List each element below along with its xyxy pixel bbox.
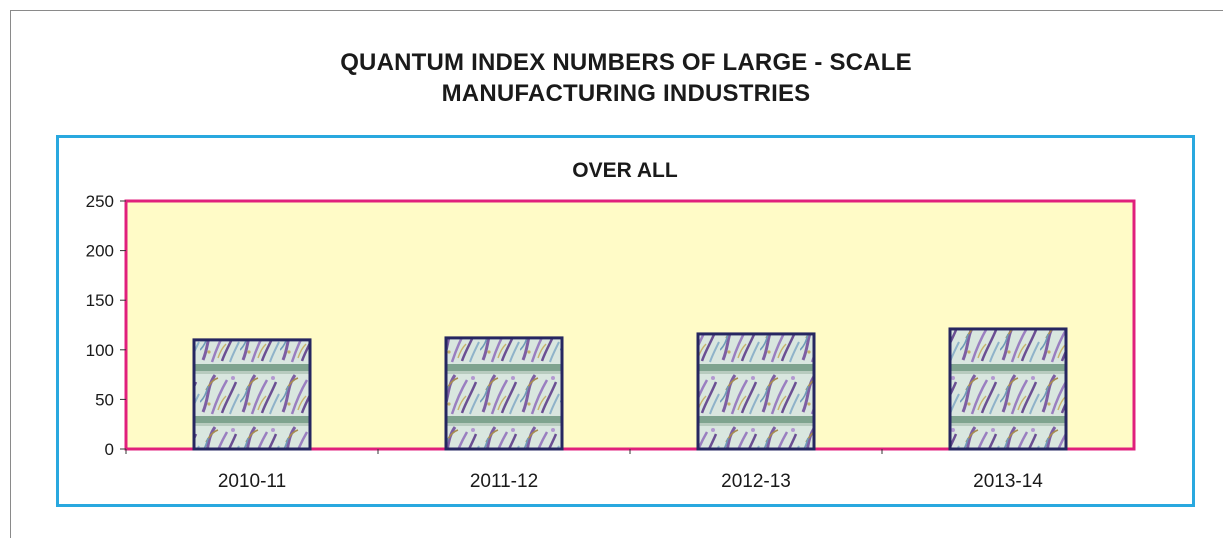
y-tick-label: 100 — [86, 341, 114, 360]
y-tick-label: 50 — [95, 390, 114, 409]
y-tick-label: 250 — [86, 192, 114, 211]
x-axis: 2010-11 2011-12 2012-13 2013-14 — [125, 449, 1043, 492]
x-tick-label: 2011-12 — [470, 471, 538, 492]
y-tick-label: 0 — [105, 440, 114, 459]
x-tick-label: 2010-11 — [218, 471, 286, 492]
y-tick-label: 200 — [86, 242, 114, 261]
bar-2013-14 — [948, 327, 1068, 451]
y-tick-label: 150 — [86, 291, 114, 310]
bar-2011-12 — [444, 336, 564, 451]
y-axis: 0 50 100 150 200 250 — [86, 192, 126, 459]
main-title-line-1: QUANTUM INDEX NUMBERS OF LARGE - SCALE — [340, 49, 912, 76]
x-tick-label: 2013-14 — [973, 471, 1043, 492]
main-title: QUANTUM INDEX NUMBERS OF LARGE - SCALE M… — [0, 47, 1225, 109]
bar-2010-11 — [192, 338, 312, 451]
main-title-line-2: MANUFACTURING INDUSTRIES — [441, 80, 811, 107]
chart-title: OVER ALL — [572, 159, 678, 182]
page-frame — [10, 10, 1223, 538]
bar-2012-13 — [696, 332, 816, 451]
x-tick-label: 2012-13 — [721, 471, 791, 492]
bars — [192, 327, 1068, 451]
chart-frame — [56, 135, 1195, 507]
